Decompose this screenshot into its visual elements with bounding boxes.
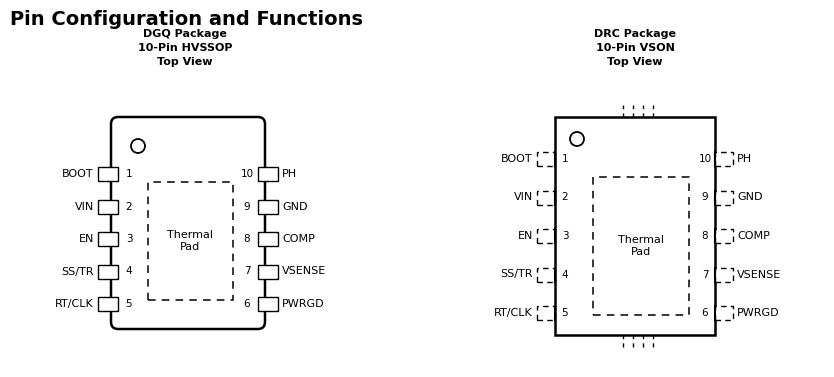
Text: 7: 7 (244, 267, 250, 276)
Text: BOOT: BOOT (63, 169, 94, 179)
Text: DGQ Package
10-Pin HVSSOP
Top View: DGQ Package 10-Pin HVSSOP Top View (138, 29, 232, 67)
Text: GND: GND (737, 193, 762, 202)
Bar (98, 167, 118, 181)
Bar (148, 182, 233, 300)
Text: VIN: VIN (75, 201, 94, 211)
Text: PWRGD: PWRGD (282, 299, 324, 309)
Text: 2: 2 (561, 193, 568, 202)
Bar (715, 190, 733, 204)
Text: VSENSE: VSENSE (282, 267, 326, 276)
Bar (537, 190, 555, 204)
Text: 1: 1 (561, 154, 568, 164)
Text: COMP: COMP (282, 234, 315, 244)
Text: PH: PH (282, 169, 297, 179)
Bar (98, 232, 118, 246)
Bar (715, 306, 733, 320)
Bar (537, 268, 555, 282)
Bar (98, 265, 118, 279)
Circle shape (131, 139, 145, 153)
Bar (258, 265, 278, 279)
Text: Thermal
Pad: Thermal Pad (618, 235, 664, 257)
Text: 9: 9 (244, 201, 250, 211)
Text: 10: 10 (698, 154, 711, 164)
FancyBboxPatch shape (111, 117, 265, 329)
Text: 6: 6 (244, 299, 250, 309)
Text: 10: 10 (240, 169, 254, 179)
Text: VSENSE: VSENSE (737, 270, 781, 279)
Text: PH: PH (737, 154, 752, 164)
Bar (715, 268, 733, 282)
Text: GND: GND (282, 201, 308, 211)
Text: SS/TR: SS/TR (500, 270, 533, 279)
Text: SS/TR: SS/TR (62, 267, 94, 276)
Text: 8: 8 (244, 234, 250, 244)
Bar (258, 232, 278, 246)
Text: 4: 4 (561, 270, 568, 279)
Text: 1: 1 (126, 169, 133, 179)
Text: 4: 4 (126, 267, 133, 276)
Text: 8: 8 (701, 231, 708, 241)
Bar (715, 229, 733, 243)
Bar (98, 297, 118, 311)
Text: 3: 3 (126, 234, 133, 244)
Bar (98, 199, 118, 213)
Text: Thermal
Pad: Thermal Pad (168, 230, 214, 252)
Text: 5: 5 (126, 299, 133, 309)
Bar (537, 229, 555, 243)
Text: RT/CLK: RT/CLK (55, 299, 94, 309)
Text: 3: 3 (561, 231, 568, 241)
Bar (258, 297, 278, 311)
Text: 5: 5 (561, 308, 568, 318)
Text: BOOT: BOOT (501, 154, 533, 164)
Bar (258, 167, 278, 181)
Bar (258, 199, 278, 213)
Text: Pin Configuration and Functions: Pin Configuration and Functions (10, 10, 363, 29)
Circle shape (570, 132, 584, 146)
Text: RT/CLK: RT/CLK (495, 308, 533, 318)
Text: 9: 9 (701, 193, 708, 202)
Bar (555, 117, 715, 335)
Text: PWRGD: PWRGD (737, 308, 780, 318)
Text: VIN: VIN (514, 193, 533, 202)
Bar (715, 152, 733, 166)
Text: 2: 2 (126, 201, 133, 211)
Bar (593, 177, 689, 315)
Text: EN: EN (78, 234, 94, 244)
Text: DRC Package
10-Pin VSON
Top View: DRC Package 10-Pin VSON Top View (594, 29, 676, 67)
Text: COMP: COMP (737, 231, 770, 241)
Bar (537, 152, 555, 166)
Text: 7: 7 (701, 270, 708, 279)
Text: EN: EN (518, 231, 533, 241)
Bar (537, 306, 555, 320)
Text: 6: 6 (701, 308, 708, 318)
